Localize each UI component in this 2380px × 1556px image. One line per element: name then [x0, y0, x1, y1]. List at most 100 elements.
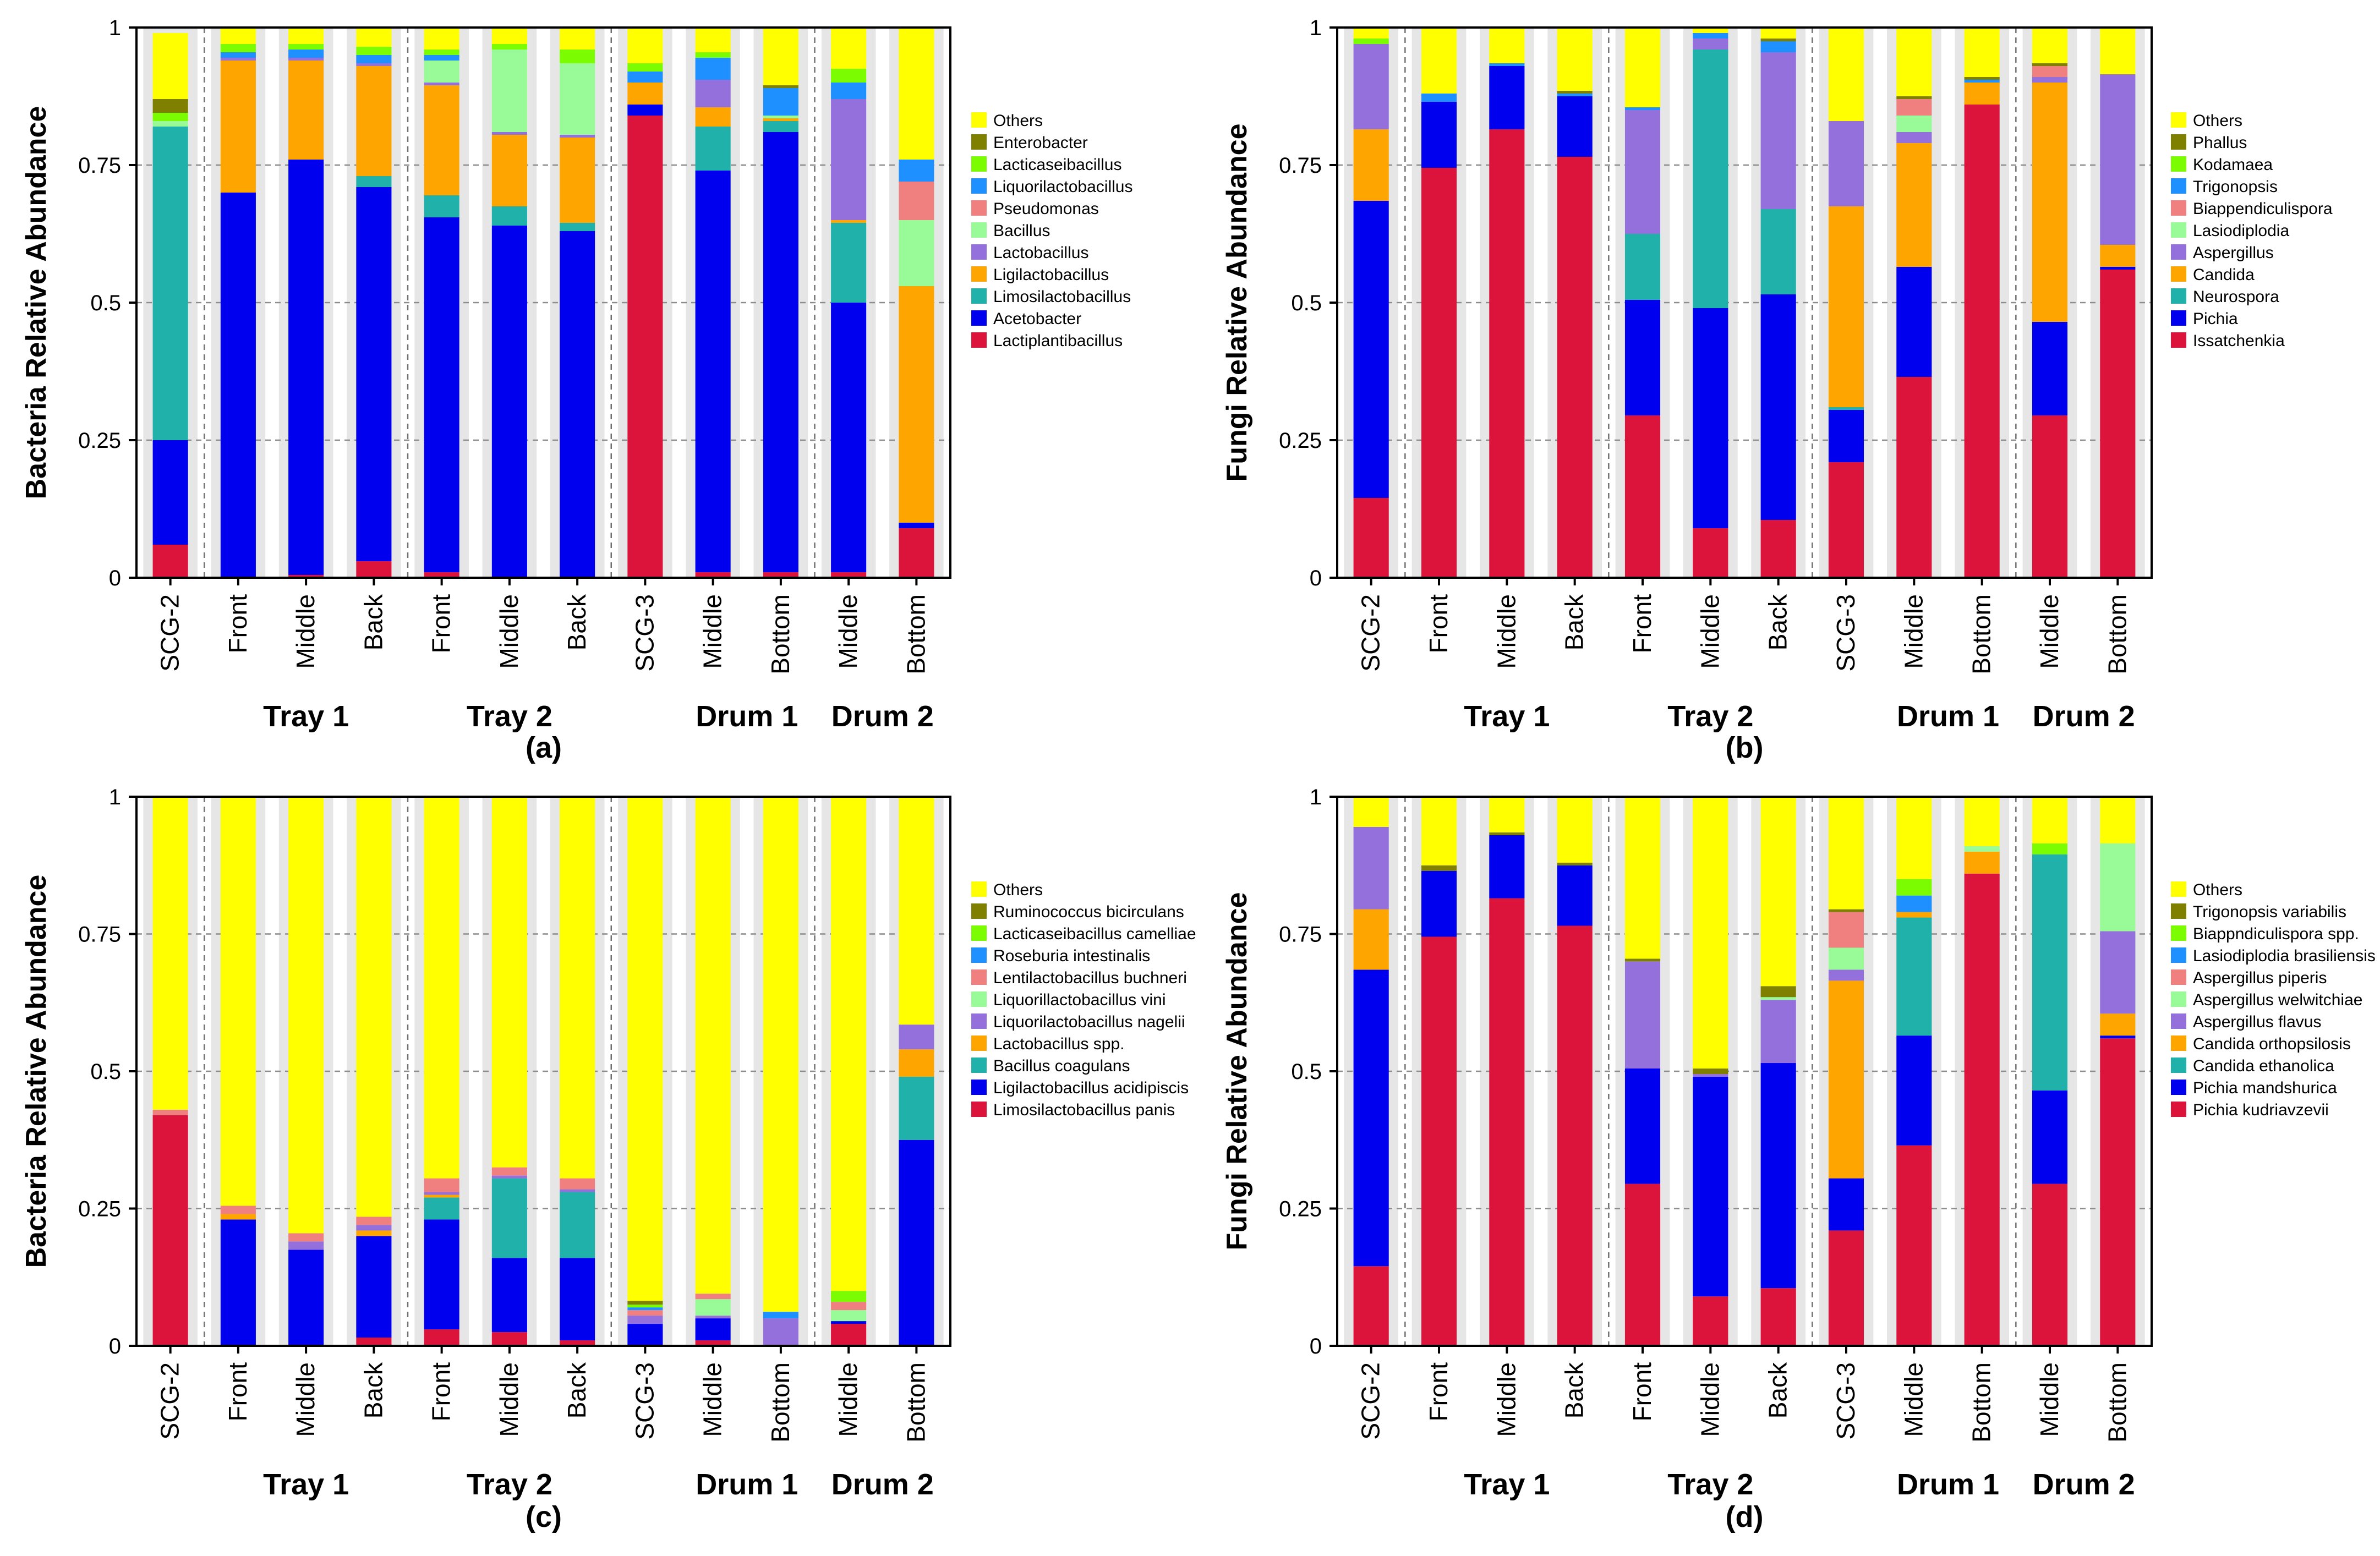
bar-segment: [1421, 28, 1457, 94]
legend-swatch: [2171, 1035, 2186, 1051]
bar-segment: [1760, 209, 1796, 294]
bar-segment: [424, 797, 459, 1179]
bar-segment: [356, 1217, 392, 1225]
legend-swatch: [971, 332, 987, 348]
bar-segment: [1896, 143, 1932, 267]
bar-segment: [356, 55, 392, 63]
legend-swatch: [2171, 1058, 2186, 1073]
legend-swatch: [971, 1058, 987, 1073]
legend-label: Candida: [2193, 266, 2255, 284]
x-tick-label: SCG-2: [1356, 594, 1385, 672]
legend-swatch: [971, 969, 987, 985]
x-tick-label: Bottom: [766, 1362, 795, 1443]
bar-segment: [899, 528, 934, 578]
x-tick-label: Middle: [1492, 1362, 1520, 1437]
x-tick-label: SCG-3: [1831, 1362, 1860, 1440]
bar-segment: [1693, 528, 1728, 578]
bar-segment: [1693, 1076, 1728, 1297]
x-tick-label: Front: [427, 1362, 456, 1422]
bar-segment: [1353, 969, 1389, 1267]
bar-segment: [424, 1192, 459, 1195]
bar-segment: [899, 182, 934, 220]
bar-segment: [152, 127, 188, 440]
bar-segment: [1353, 44, 1389, 129]
legend-swatch: [971, 903, 987, 919]
legend-label: Kodamaea: [2193, 156, 2273, 174]
x-tick-label: Middle: [2035, 1362, 2064, 1437]
bar-segment: [424, 28, 459, 50]
group-label: Tray 2: [467, 700, 552, 733]
bar-segment: [1353, 909, 1389, 970]
bar-segment: [1760, 997, 1796, 1000]
bar-segment: [1421, 168, 1457, 578]
bar-segment: [491, 206, 527, 226]
x-tick-label: Front: [1628, 594, 1656, 654]
legend-label: Neurospora: [2193, 288, 2279, 306]
bar-segment: [2032, 322, 2068, 415]
panel-label: (b): [1726, 731, 1764, 764]
legend-label: Candida orthopsilosis: [2193, 1035, 2351, 1053]
bar-segment: [220, 28, 256, 44]
bar-segment: [491, 1178, 527, 1258]
bar-segment: [491, 44, 527, 50]
bar-segment: [424, 1178, 459, 1192]
bar-segment: [288, 1241, 324, 1250]
bar-segment: [1896, 28, 1932, 96]
bar-segment: [152, 113, 188, 121]
x-tick-label: Bottom: [901, 594, 930, 675]
x-tick-label: SCG-3: [630, 594, 659, 672]
x-tick-label: Middle: [495, 1362, 523, 1437]
x-tick-label: SCG-3: [1831, 594, 1860, 672]
x-tick-label: Middle: [291, 1362, 320, 1437]
legend-label: Others: [993, 881, 1043, 899]
bar-segment: [1828, 797, 1864, 910]
x-tick-label: Bottom: [2103, 1362, 2131, 1443]
bar-segment: [1353, 28, 1389, 39]
bar-segment: [695, 171, 731, 572]
x-tick-label: Front: [427, 594, 456, 654]
bar-segment: [2032, 66, 2068, 77]
legend-swatch: [971, 1102, 987, 1117]
x-tick-label: Bottom: [901, 1362, 930, 1443]
bar-segment: [2032, 1090, 2068, 1184]
bar-segment: [1760, 1063, 1796, 1289]
bar-segment: [560, 231, 595, 578]
bar-segment: [1693, 797, 1728, 1069]
bar-segment: [152, 33, 188, 99]
y-tick-label: 0.5: [1291, 291, 1322, 315]
bar-segment: [831, 28, 867, 69]
x-tick-label: Back: [562, 1362, 591, 1418]
legend: Others Enterobacter Lacticaseibacillus Liqu…: [971, 112, 1132, 350]
legend-swatch: [2171, 156, 2186, 172]
legend: Others Ruminococcus bicirculans Lacticasei…: [971, 881, 1196, 1119]
bar-segment: [288, 1250, 324, 1346]
bar-segment: [491, 1258, 527, 1333]
x-tick-label: Middle: [495, 594, 523, 669]
bar-segment: [1896, 96, 1932, 99]
x-tick-label: Back: [1560, 1362, 1589, 1418]
legend-label: Lactiplantibacillus: [993, 332, 1123, 350]
bar-segment: [356, 1338, 392, 1346]
bar-segment: [424, 85, 459, 195]
bar-segment: [627, 116, 663, 578]
bar-segment: [695, 80, 731, 107]
legend-swatch: [971, 266, 987, 282]
x-tick-label: SCG-2: [156, 1362, 184, 1440]
bar-segment: [424, 217, 459, 572]
y-tick-label: 1: [109, 785, 121, 809]
legend-swatch: [971, 881, 987, 897]
bar-segment: [695, 107, 731, 127]
bar-segment: [1624, 797, 1661, 959]
y-tick-label: 1: [109, 16, 121, 40]
bar-segment: [220, 1219, 256, 1346]
bar-segment: [424, 1195, 459, 1198]
bar-segment: [491, 1175, 527, 1179]
bar-segment: [695, 127, 731, 171]
x-tick-label: Front: [223, 1362, 252, 1422]
bar-segment: [1489, 66, 1525, 129]
bar-segment: [1760, 294, 1796, 520]
bar-segment: [831, 83, 867, 99]
legend-label: Liquorilactobacillus nagelii: [993, 1013, 1185, 1031]
bar-segment: [2032, 854, 2068, 1091]
